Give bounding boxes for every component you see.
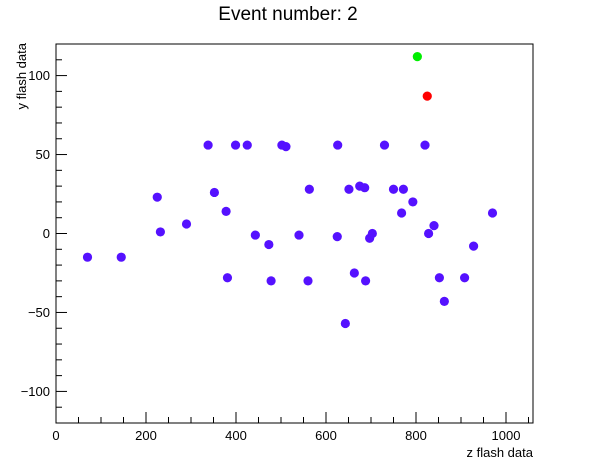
data-point [281,142,291,152]
x-tick-label: 200 [135,428,157,443]
data-point [304,184,314,194]
y-tick-label: −50 [28,305,50,320]
data-point [439,296,449,307]
data-point [361,276,371,286]
data-point [422,91,432,101]
data-point [412,52,422,62]
y-tick-label: 0 [43,226,50,241]
data-point [424,228,434,239]
data-point [152,192,162,202]
data-point [82,252,93,262]
data-point [379,140,390,150]
data-point [294,230,304,240]
y-axis-title: y flash data [14,42,29,109]
data-point [434,273,444,283]
data-point [420,140,430,150]
data-point [429,221,439,231]
plot-frame [55,43,534,424]
data-point [408,197,418,207]
data-point [469,241,479,251]
data-point [332,232,342,242]
data-point [333,140,343,150]
data-point [349,268,359,278]
data-points [82,52,498,329]
data-point [242,140,252,150]
data-point [487,208,498,218]
data-point [155,227,165,237]
data-point [181,219,192,229]
data-point [360,183,370,193]
data-point [344,184,354,194]
x-tick-label: 0 [52,428,59,443]
x-axis-title: z flash data [467,445,534,460]
x-tick-label: 400 [225,428,247,443]
data-point [388,184,399,194]
axes: 0 200 400 600 800 1000 −100 −50 0 50 100 [21,43,534,443]
y-tick-label: −100 [21,384,50,399]
x-tick-label: 1000 [492,428,521,443]
y-tick-label: 100 [28,68,50,83]
data-point [398,184,408,194]
data-point [264,239,274,250]
data-point [203,140,213,150]
data-point [397,208,407,218]
data-point [266,276,276,286]
data-point [460,273,470,283]
data-point [209,187,219,198]
data-point [367,228,377,239]
x-tick-label: 600 [315,428,337,443]
x-tick-label: 800 [405,428,427,443]
chart-title: Event number: 2 [218,4,357,25]
data-point [116,252,126,262]
data-point [303,276,313,286]
data-point [230,140,241,150]
y-tick-label: 50 [36,147,50,162]
data-point [221,206,231,216]
data-point [340,318,350,329]
data-point [222,273,233,283]
data-point [250,230,260,240]
